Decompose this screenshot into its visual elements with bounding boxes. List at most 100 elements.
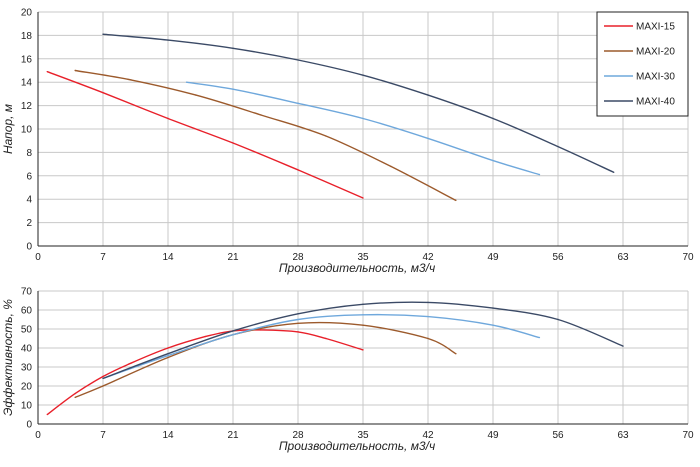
eff-series-maxi-20 — [74, 321, 457, 399]
head-series-maxi-40 — [102, 33, 614, 173]
head-y-tick-label: 4 — [26, 195, 32, 206]
eff-point-maxi-30 — [492, 324, 494, 326]
eff-x-tick-label: 42 — [422, 430, 434, 441]
head-point-maxi-30 — [538, 173, 541, 176]
eff-point-maxi-30 — [232, 334, 234, 336]
head-point-maxi-40 — [362, 74, 364, 76]
eff-x-tick-label: 14 — [162, 430, 174, 441]
head-x-tick-label: 21 — [227, 252, 239, 263]
head-y-tick-label: 20 — [21, 8, 33, 19]
eff-y-tick-label: 10 — [21, 401, 33, 412]
legend-label-maxi-30: MAXI-30 — [636, 72, 675, 83]
head-y-tick-label: 10 — [21, 125, 33, 136]
head-point-maxi-15 — [46, 70, 48, 73]
head-point-maxi-40 — [557, 145, 559, 148]
eff-y-tick-label: 70 — [21, 287, 33, 298]
eff-x-tick-label: 56 — [552, 430, 564, 441]
head-point-maxi-15 — [297, 169, 299, 171]
eff-point-maxi-20 — [74, 396, 76, 399]
head-point-maxi-15 — [102, 92, 104, 94]
efficiency-chart: 0 7 14 21 28 35 42 49 56 63 70 0 10 20 30 40 50 60 70 Произ… — [1, 287, 694, 454]
head-y-tick-label: 12 — [21, 101, 33, 112]
eff-point-maxi-20 — [455, 353, 457, 355]
eff-point-maxi-40 — [102, 377, 104, 380]
eff-x-tick-label: 70 — [682, 430, 694, 441]
head-x-tick-label: 42 — [422, 252, 434, 263]
head-x-tick-label: 70 — [682, 252, 694, 263]
head-point-maxi-30 — [362, 117, 364, 120]
head-point-maxi-40 — [232, 47, 234, 49]
eff-point-maxi-40 — [362, 303, 364, 305]
head-chart: 0 7 14 21 28 35 42 49 56 63 70 0 2 4 6 8 10 12 14 16 18 20 Про… — [1, 8, 694, 276]
eff-point-maxi-15 — [167, 347, 169, 349]
head-series-maxi-20 — [74, 69, 457, 202]
eff-point-maxi-15 — [204, 335, 206, 338]
eff-x-tick-label: 7 — [100, 430, 106, 441]
legend-box — [596, 11, 689, 117]
eff-point-maxi-15 — [260, 329, 262, 331]
eff-point-maxi-15 — [325, 337, 327, 340]
head-y-tick-label: 14 — [21, 78, 33, 89]
eff-point-maxi-40 — [557, 318, 559, 321]
head-point-maxi-40 — [297, 59, 299, 61]
eff-x-tick-label: 0 — [35, 430, 41, 441]
eff-point-maxi-30 — [538, 336, 541, 339]
head-point-maxi-30 — [297, 102, 299, 104]
head-x-tick-label: 56 — [552, 252, 564, 263]
head-point-maxi-15 — [167, 117, 169, 120]
legend-label-maxi-40: MAXI-40 — [636, 97, 675, 108]
head-point-maxi-20 — [325, 135, 327, 137]
eff-point-maxi-40 — [297, 313, 299, 315]
eff-point-maxi-40 — [492, 307, 494, 309]
head-point-maxi-30 — [185, 81, 188, 83]
eff-point-maxi-30 — [167, 354, 169, 357]
head-point-maxi-15 — [232, 142, 234, 144]
head-x-tick-label: 63 — [617, 252, 629, 263]
eff-point-maxi-40 — [167, 353, 169, 355]
legend-label-maxi-20: MAXI-20 — [636, 47, 675, 58]
head-x-tick-label: 28 — [292, 252, 304, 263]
eff-y-tick-label: 0 — [26, 420, 32, 431]
eff-point-maxi-40 — [232, 330, 234, 332]
head-point-maxi-20 — [260, 114, 262, 116]
head-x-tick-label: 0 — [35, 252, 41, 263]
eff-y-tick-label: 20 — [21, 382, 33, 393]
eff-point-maxi-20 — [427, 337, 429, 340]
head-x-tick-label: 14 — [162, 252, 174, 263]
head-y-tick-label: 18 — [21, 31, 33, 42]
eff-point-maxi-30 — [427, 315, 429, 318]
eff-x-tick-label: 35 — [357, 430, 369, 441]
head-point-maxi-20 — [74, 69, 76, 72]
eff-point-maxi-40 — [622, 345, 624, 347]
eff-x-tick-label: 63 — [617, 430, 629, 441]
eff-point-maxi-20 — [297, 322, 299, 324]
head-point-maxi-30 — [492, 159, 494, 162]
head-y-tick-label: 2 — [26, 218, 32, 229]
eff-x-axis-label: Производительность, м3/ч — [279, 439, 435, 453]
eff-y-tick-label: 40 — [21, 344, 33, 355]
head-series-maxi-15 — [47, 71, 364, 199]
head-point-maxi-40 — [492, 117, 494, 120]
head-point-maxi-15 — [362, 197, 364, 199]
eff-point-maxi-20 — [362, 324, 364, 326]
head-point-maxi-20 — [195, 94, 197, 96]
eff-x-tick-label: 49 — [487, 430, 499, 441]
head-point-maxi-20 — [455, 199, 457, 202]
head-y-tick-label: 6 — [26, 171, 32, 182]
head-x-tick-label: 7 — [100, 252, 106, 263]
head-point-maxi-40 — [613, 171, 615, 173]
eff-y-tick-label: 30 — [21, 363, 33, 374]
head-point-maxi-20 — [130, 79, 132, 81]
eff-point-maxi-30 — [362, 314, 364, 316]
eff-point-maxi-15 — [102, 375, 104, 378]
eff-point-maxi-15 — [74, 392, 76, 395]
head-y-tick-label: 8 — [26, 148, 32, 159]
head-point-maxi-30 — [232, 88, 234, 90]
eff-y-tick-label: 50 — [21, 325, 33, 336]
eff-y-tick-label: 60 — [21, 306, 33, 317]
head-x-axis-label: Производительность, м3/ч — [279, 261, 435, 275]
eff-grid — [37, 290, 689, 425]
head-point-maxi-30 — [427, 137, 429, 140]
head-point-maxi-40 — [427, 94, 429, 96]
